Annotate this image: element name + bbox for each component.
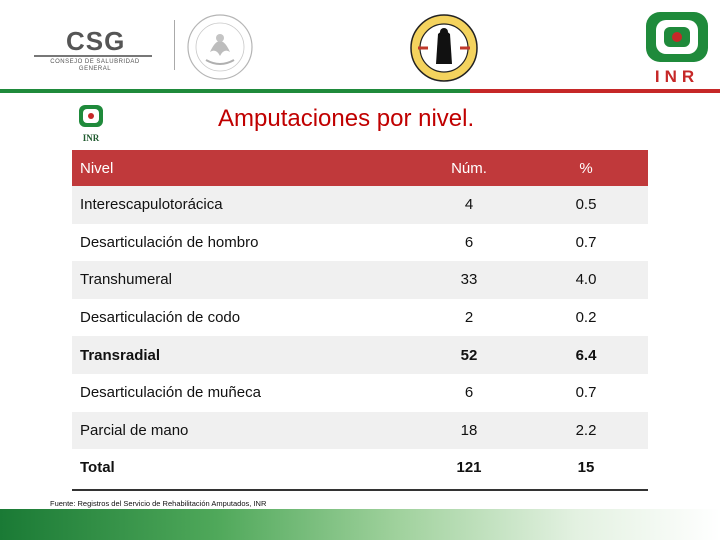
inr-logo-icon: INR [646, 12, 708, 86]
row-num: 4 [464, 196, 474, 214]
table-header-row: Nivel Núm. % [72, 150, 648, 186]
row-pct: 2.2 [575, 421, 597, 439]
header-nivel: Nivel [80, 159, 114, 177]
row-num: 6 [464, 233, 474, 251]
row-pct: 0.2 [575, 309, 597, 327]
amputations-table: Nivel Núm. % Interescapulotorácica 4 0.5… [72, 150, 648, 487]
row-nivel: Transhumeral [80, 271, 172, 289]
table-row: Desarticulación de codo 2 0.2 [72, 299, 648, 337]
table-row: Parcial de mano 18 2.2 [72, 411, 648, 450]
table-row: Transhumeral 33 4.0 [72, 261, 648, 299]
header-num: Núm. [451, 159, 487, 177]
row-nivel: Parcial de mano [80, 421, 189, 439]
row-nivel: Interescapulotorácica [80, 196, 223, 214]
csg-wordmark: CSG [66, 26, 126, 56]
table-row: Interescapulotorácica 4 0.5 [72, 186, 648, 224]
page-title: Amputaciones por nivel. [218, 105, 475, 132]
row-pct: 0.7 [575, 233, 597, 251]
footer-green-band [0, 509, 720, 540]
row-pct: 0.7 [575, 384, 597, 402]
row-nivel: Desarticulación de codo [80, 309, 241, 327]
csg-underline [34, 55, 152, 57]
table-total-row: Total 121 15 [72, 449, 648, 487]
table-row: Desarticulación de hombro 6 0.7 [72, 224, 648, 262]
csg-subtitle-line1: CONSEJO DE SALUBRIDAD [50, 59, 140, 65]
csg-logo: CSG CONSEJO DE SALUBRIDAD GENERAL [30, 26, 155, 80]
row-pct: 15 [577, 459, 595, 477]
row-num: 52 [460, 346, 478, 364]
institution-seal-icon [410, 14, 478, 82]
row-nivel: Transradial [80, 346, 161, 364]
table-row: Transradial 52 6.4 [72, 336, 648, 374]
source-note: Fuente: Registros del Servicio de Rehabi… [50, 499, 267, 508]
national-seal-icon [187, 14, 253, 80]
row-num: 6 [464, 384, 474, 402]
inr-small-logo-icon: INR [79, 105, 103, 143]
row-nivel: Total [80, 459, 115, 477]
row-pct: 6.4 [575, 346, 597, 364]
inr-small-logo-text: INR [83, 133, 100, 143]
row-num: 121 [456, 459, 482, 477]
table-bottom-rule [72, 489, 648, 491]
row-pct: 0.5 [575, 196, 597, 214]
row-pct: 4.0 [575, 271, 597, 289]
header-bar-green [0, 89, 720, 93]
inr-logo-text: INR [655, 67, 699, 86]
row-nivel: Desarticulación de hombro [80, 233, 259, 251]
row-num: 18 [460, 421, 478, 439]
row-nivel: Desarticulación de muñeca [80, 384, 261, 402]
header-divider [174, 20, 175, 70]
row-num: 2 [464, 309, 474, 327]
csg-subtitle-line2: GENERAL [78, 66, 112, 72]
header-bar-red [470, 89, 720, 93]
table-row: Desarticulación de muñeca 6 0.7 [72, 374, 648, 412]
row-num: 33 [460, 271, 478, 289]
header-pct: % [579, 159, 593, 177]
csg-subtitle: CONSEJO DE SALUBRIDAD GENERAL [40, 59, 150, 73]
